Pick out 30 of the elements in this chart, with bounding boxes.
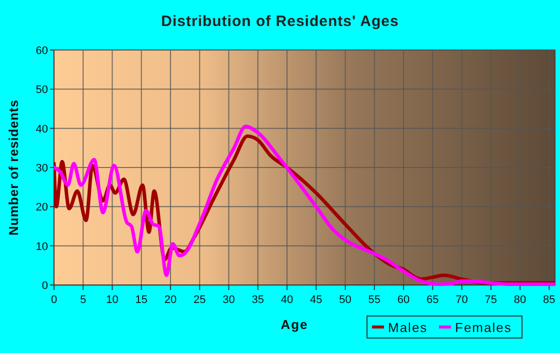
legend-label: Females [455, 320, 512, 335]
x-tick-label: 50 [339, 294, 352, 306]
x-tick-label: 45 [310, 294, 322, 306]
x-tick-label: 25 [194, 294, 206, 306]
y-axis-title: Number of residents [6, 100, 21, 236]
x-tick-label: 75 [484, 294, 498, 306]
y-tick-label: 30 [36, 162, 48, 174]
x-tick-label: 0 [50, 294, 58, 306]
x-tick-label: 85 [543, 294, 556, 306]
x-tick-label: 15 [135, 294, 148, 306]
x-tick-label: 5 [80, 294, 86, 306]
x-tick-label: 60 [397, 294, 410, 306]
x-tick-label: 55 [368, 294, 381, 306]
x-tick-label: 65 [426, 294, 439, 306]
chart-title: Distribution of Residents' Ages [161, 13, 399, 30]
legend-label: Males [388, 320, 428, 335]
y-tick-label: 40 [36, 123, 48, 136]
y-tick-label: 60 [36, 45, 48, 57]
x-tick-label: 10 [106, 294, 118, 306]
y-tick-label: 20 [36, 202, 48, 214]
x-tick-label: 40 [280, 294, 294, 306]
x-tick-label: 30 [222, 294, 235, 306]
y-tick-label: 10 [36, 240, 48, 253]
y-tick-label: 0 [42, 280, 48, 292]
x-tick-label: 35 [252, 294, 264, 306]
y-tick-label: 50 [36, 84, 48, 96]
x-tick-label: 80 [514, 294, 526, 306]
x-tick-label: 70 [456, 294, 468, 306]
x-tick-label: 20 [164, 294, 177, 306]
x-axis-title: Age [280, 317, 308, 332]
